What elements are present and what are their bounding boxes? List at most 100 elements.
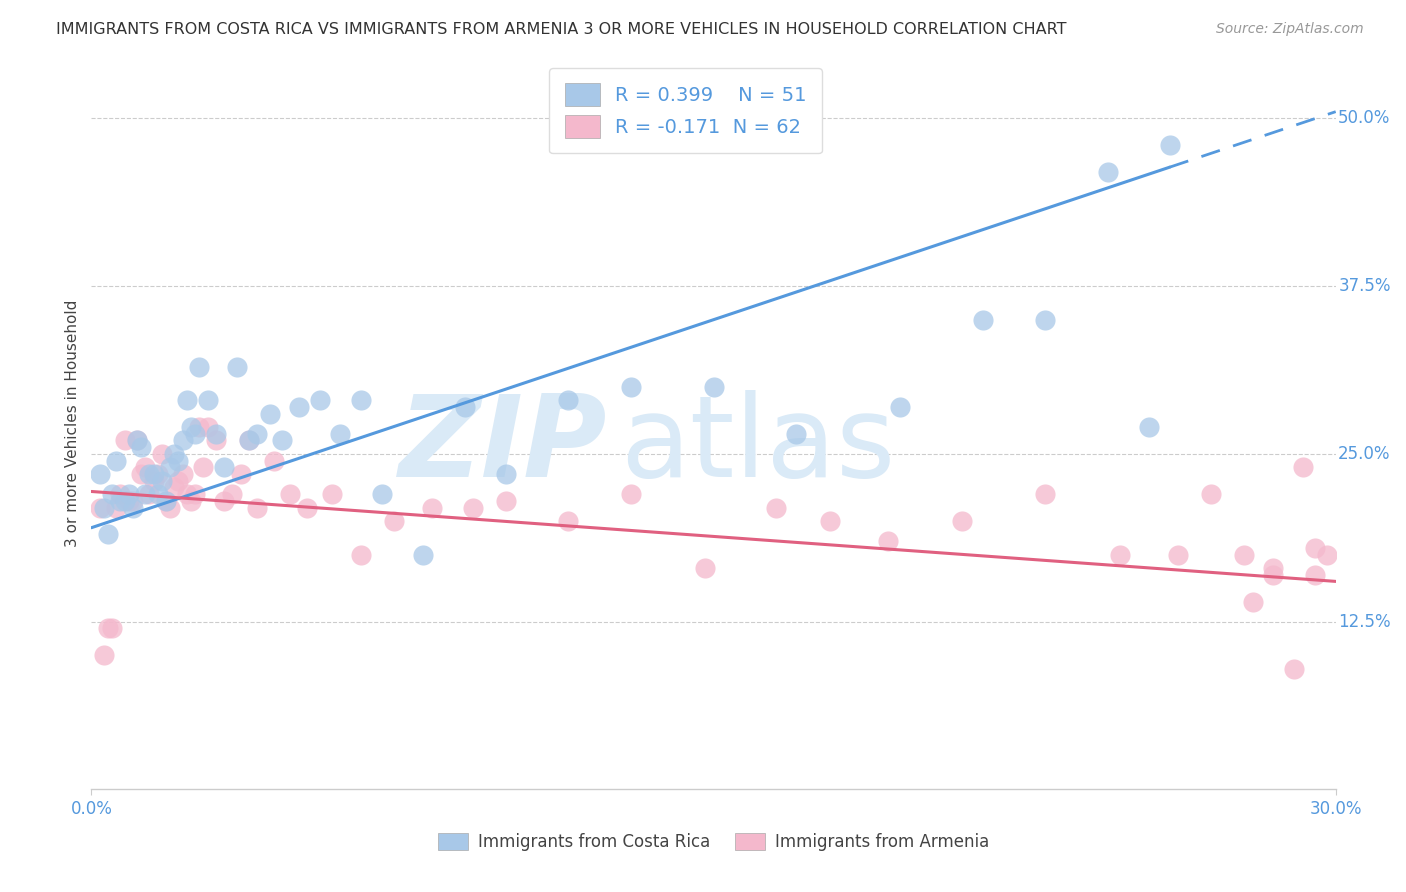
Point	[159, 500, 181, 515]
Point	[972, 312, 994, 326]
Text: 37.5%: 37.5%	[1339, 277, 1391, 295]
Point	[1263, 567, 1285, 582]
Point	[114, 434, 136, 448]
Point	[105, 453, 128, 467]
Point	[93, 648, 115, 663]
Point	[321, 487, 343, 501]
Point	[495, 494, 517, 508]
Point	[280, 487, 302, 501]
Point	[93, 500, 115, 515]
Point	[1263, 561, 1285, 575]
Point	[125, 434, 148, 448]
Point	[785, 426, 807, 441]
Point	[121, 500, 145, 515]
Point	[1303, 541, 1326, 555]
Point	[382, 514, 405, 528]
Point	[557, 393, 579, 408]
Point	[188, 420, 211, 434]
Point	[180, 420, 202, 434]
Point	[138, 467, 160, 481]
Point	[167, 474, 190, 488]
Point	[142, 467, 165, 481]
Point	[97, 527, 120, 541]
Point	[172, 434, 194, 448]
Point	[695, 561, 717, 575]
Point	[1035, 312, 1057, 326]
Text: 12.5%: 12.5%	[1339, 613, 1391, 631]
Point	[557, 514, 579, 528]
Point	[172, 467, 194, 481]
Point	[702, 380, 725, 394]
Point	[453, 400, 475, 414]
Point	[329, 426, 352, 441]
Point	[308, 393, 330, 408]
Point	[114, 494, 136, 508]
Point	[420, 500, 443, 515]
Point	[238, 434, 260, 448]
Point	[1241, 594, 1264, 608]
Text: 50.0%: 50.0%	[1339, 110, 1391, 128]
Y-axis label: 3 or more Vehicles in Household: 3 or more Vehicles in Household	[65, 300, 80, 548]
Point	[263, 453, 285, 467]
Point	[155, 494, 177, 508]
Point	[246, 426, 269, 441]
Point	[229, 467, 252, 481]
Point	[184, 426, 207, 441]
Point	[205, 426, 228, 441]
Point	[184, 487, 207, 501]
Point	[889, 400, 911, 414]
Point	[110, 487, 132, 501]
Point	[167, 453, 190, 467]
Point	[118, 487, 141, 501]
Point	[146, 467, 169, 481]
Point	[159, 460, 181, 475]
Text: atlas: atlas	[620, 390, 896, 501]
Point	[129, 440, 152, 454]
Point	[221, 487, 243, 501]
Point	[876, 534, 898, 549]
Point	[150, 474, 173, 488]
Point	[105, 500, 128, 515]
Point	[89, 467, 111, 481]
Text: 25.0%: 25.0%	[1339, 445, 1391, 463]
Point	[1159, 138, 1181, 153]
Point	[371, 487, 394, 501]
Point	[1167, 548, 1189, 562]
Point	[163, 447, 186, 461]
Point	[101, 621, 124, 635]
Point	[619, 380, 641, 394]
Point	[246, 500, 269, 515]
Point	[176, 487, 198, 501]
Point	[150, 447, 173, 461]
Point	[97, 621, 120, 635]
Point	[287, 400, 309, 414]
Point	[121, 494, 145, 508]
Point	[110, 494, 132, 508]
Point	[101, 487, 124, 501]
Point	[259, 407, 281, 421]
Point	[950, 514, 973, 528]
Point	[1233, 548, 1256, 562]
Point	[271, 434, 294, 448]
Point	[461, 500, 484, 515]
Point	[1109, 548, 1132, 562]
Point	[212, 460, 235, 475]
Point	[1291, 460, 1313, 475]
Text: ZIP: ZIP	[399, 390, 607, 501]
Point	[197, 393, 219, 408]
Point	[134, 460, 156, 475]
Point	[238, 434, 260, 448]
Point	[1316, 548, 1339, 562]
Point	[212, 494, 235, 508]
Point	[142, 474, 165, 488]
Point	[818, 514, 841, 528]
Point	[129, 467, 152, 481]
Point	[1137, 420, 1160, 434]
Point	[1097, 165, 1119, 179]
Point	[134, 487, 156, 501]
Point	[495, 467, 517, 481]
Point	[1303, 567, 1326, 582]
Point	[180, 494, 202, 508]
Point	[350, 548, 373, 562]
Point	[350, 393, 373, 408]
